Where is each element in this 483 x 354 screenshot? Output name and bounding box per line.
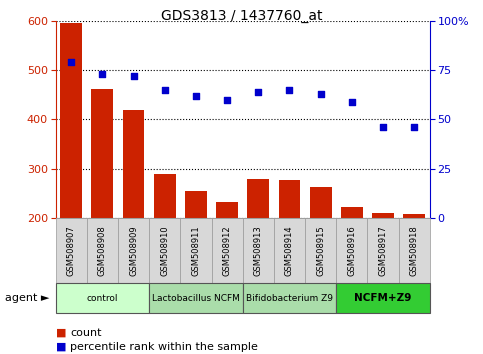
Text: GSM508911: GSM508911 xyxy=(191,225,200,276)
Point xyxy=(192,93,200,99)
Text: ■: ■ xyxy=(56,328,66,338)
Text: GSM508913: GSM508913 xyxy=(254,225,263,276)
Point xyxy=(129,73,137,79)
Point xyxy=(161,87,169,93)
Text: GSM508918: GSM508918 xyxy=(410,225,419,276)
Text: control: control xyxy=(86,294,118,303)
Point xyxy=(348,99,356,105)
Point xyxy=(255,89,262,95)
Point xyxy=(223,97,231,103)
Text: GSM508914: GSM508914 xyxy=(285,225,294,276)
Text: GDS3813 / 1437760_at: GDS3813 / 1437760_at xyxy=(161,9,322,23)
Text: GSM508910: GSM508910 xyxy=(160,225,169,276)
Text: GSM508912: GSM508912 xyxy=(223,225,232,276)
Bar xyxy=(91,88,113,316)
Text: NCFM+Z9: NCFM+Z9 xyxy=(355,293,412,303)
Text: GSM508907: GSM508907 xyxy=(67,225,76,276)
Text: count: count xyxy=(70,328,101,338)
Text: agent ►: agent ► xyxy=(5,293,49,303)
Bar xyxy=(341,207,363,316)
Bar xyxy=(216,202,238,316)
Text: GSM508908: GSM508908 xyxy=(98,225,107,276)
Bar xyxy=(279,180,300,316)
Bar xyxy=(403,214,425,316)
Text: percentile rank within the sample: percentile rank within the sample xyxy=(70,342,258,352)
Bar xyxy=(310,187,332,316)
Bar xyxy=(154,173,176,316)
Point xyxy=(411,125,418,130)
Bar xyxy=(372,213,394,316)
Text: ■: ■ xyxy=(56,342,66,352)
Text: GSM508917: GSM508917 xyxy=(379,225,387,276)
Text: GSM508916: GSM508916 xyxy=(347,225,356,276)
Bar xyxy=(60,23,82,316)
Point xyxy=(99,72,106,77)
Bar xyxy=(247,179,269,316)
Text: Lactobacillus NCFM: Lactobacillus NCFM xyxy=(152,294,240,303)
Point xyxy=(317,91,325,97)
Point xyxy=(285,87,293,93)
Text: Bifidobacterium Z9: Bifidobacterium Z9 xyxy=(246,294,333,303)
Text: GSM508909: GSM508909 xyxy=(129,225,138,276)
Bar xyxy=(185,191,207,316)
Bar xyxy=(123,110,144,316)
Point xyxy=(379,125,387,130)
Point xyxy=(67,60,75,65)
Text: GSM508915: GSM508915 xyxy=(316,225,325,276)
